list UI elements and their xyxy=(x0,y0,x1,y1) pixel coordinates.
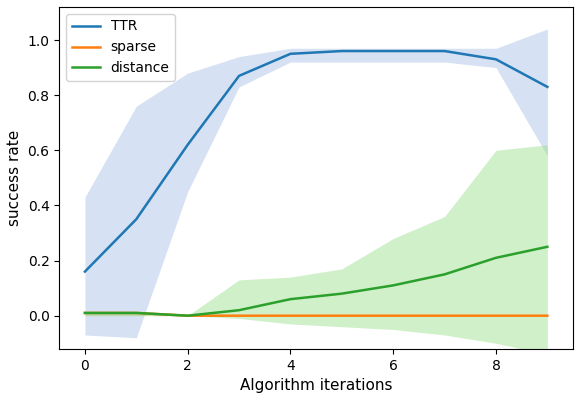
sparse xyxy=(287,313,294,318)
distance xyxy=(338,291,345,296)
TTR xyxy=(81,269,88,274)
TTR xyxy=(184,142,191,147)
TTR xyxy=(287,52,294,56)
Line: sparse: sparse xyxy=(85,313,548,316)
X-axis label: Algorithm iterations: Algorithm iterations xyxy=(240,378,393,393)
distance xyxy=(492,256,499,260)
sparse xyxy=(492,313,499,318)
TTR xyxy=(544,84,551,89)
sparse xyxy=(184,313,191,318)
distance xyxy=(81,310,88,315)
sparse xyxy=(133,310,140,315)
TTR xyxy=(390,49,397,54)
distance xyxy=(235,308,242,312)
TTR xyxy=(441,49,448,54)
TTR xyxy=(492,57,499,62)
TTR xyxy=(338,49,345,54)
sparse xyxy=(544,313,551,318)
distance xyxy=(544,244,551,249)
sparse xyxy=(235,313,242,318)
Line: distance: distance xyxy=(85,247,548,316)
distance xyxy=(184,313,191,318)
sparse xyxy=(441,313,448,318)
TTR xyxy=(133,217,140,222)
distance xyxy=(441,272,448,277)
Y-axis label: success rate: success rate xyxy=(7,130,22,226)
sparse xyxy=(390,313,397,318)
distance xyxy=(287,297,294,302)
Legend: TTR, sparse, distance: TTR, sparse, distance xyxy=(66,14,175,81)
Line: TTR: TTR xyxy=(85,51,548,272)
distance xyxy=(133,310,140,315)
distance xyxy=(390,283,397,288)
sparse xyxy=(338,313,345,318)
TTR xyxy=(235,74,242,78)
sparse xyxy=(81,310,88,315)
